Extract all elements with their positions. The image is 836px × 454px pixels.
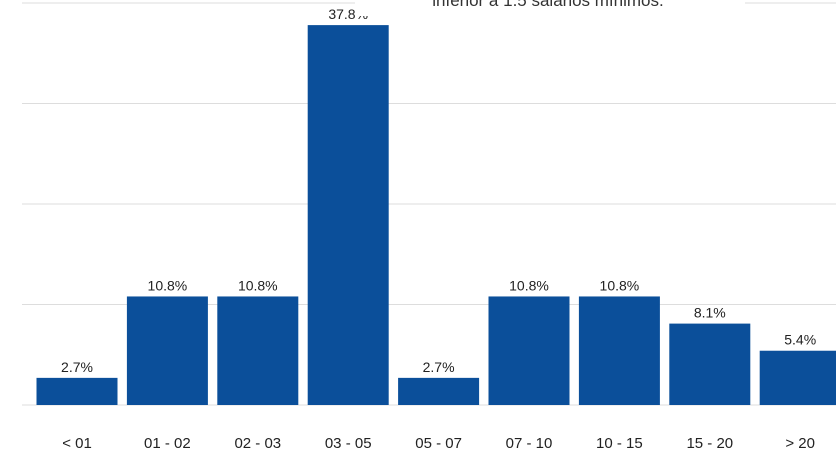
bar-8 bbox=[759, 350, 836, 405]
bars bbox=[36, 25, 836, 406]
bar-2 bbox=[217, 296, 299, 405]
x-axis-tick-labels: < 01 01 - 02 02 - 03 03 - 05 05 - 07 07 - 10 1… bbox=[62, 435, 815, 452]
x-tick-label-4: 05 - 07 bbox=[415, 435, 462, 452]
x-tick-label-2: 02 - 03 bbox=[234, 435, 281, 452]
bar-1 bbox=[126, 296, 208, 405]
x-tick-label-3: 03 - 05 bbox=[325, 435, 372, 452]
data-label-5: 10.8% bbox=[509, 277, 549, 293]
data-label-1: 10.8% bbox=[148, 277, 188, 293]
x-tick-label-8: > 20 bbox=[785, 435, 815, 452]
bar-5 bbox=[488, 296, 570, 405]
bar-7 bbox=[669, 323, 751, 405]
bar-3 bbox=[307, 25, 389, 406]
data-label-7: 8.1% bbox=[694, 305, 726, 321]
bar-4 bbox=[398, 377, 480, 405]
x-tick-label-5: 07 - 10 bbox=[506, 435, 553, 452]
bar-6 bbox=[578, 296, 660, 405]
data-labels: 2.7%10.8% 10.8%37.8%2.7%10.8% 10.8%8.1%5.4… bbox=[61, 6, 816, 375]
title-backdrop bbox=[355, 0, 745, 16]
x-tick-label-6: 10 - 15 bbox=[596, 435, 643, 452]
data-label-4: 2.7% bbox=[423, 359, 455, 375]
data-label-0: 2.7% bbox=[61, 359, 93, 375]
data-label-2: 10.8% bbox=[238, 277, 278, 293]
x-tick-label-0: < 01 bbox=[62, 435, 92, 452]
chart-title: inferior a 1.5 salarios mínimos. bbox=[432, 0, 663, 10]
x-tick-label-1: 01 - 02 bbox=[144, 435, 191, 452]
x-tick-label-7: 15 - 20 bbox=[686, 435, 733, 452]
data-label-8: 5.4% bbox=[784, 332, 816, 348]
data-label-6: 10.8% bbox=[600, 277, 640, 293]
bar-0 bbox=[36, 377, 118, 405]
